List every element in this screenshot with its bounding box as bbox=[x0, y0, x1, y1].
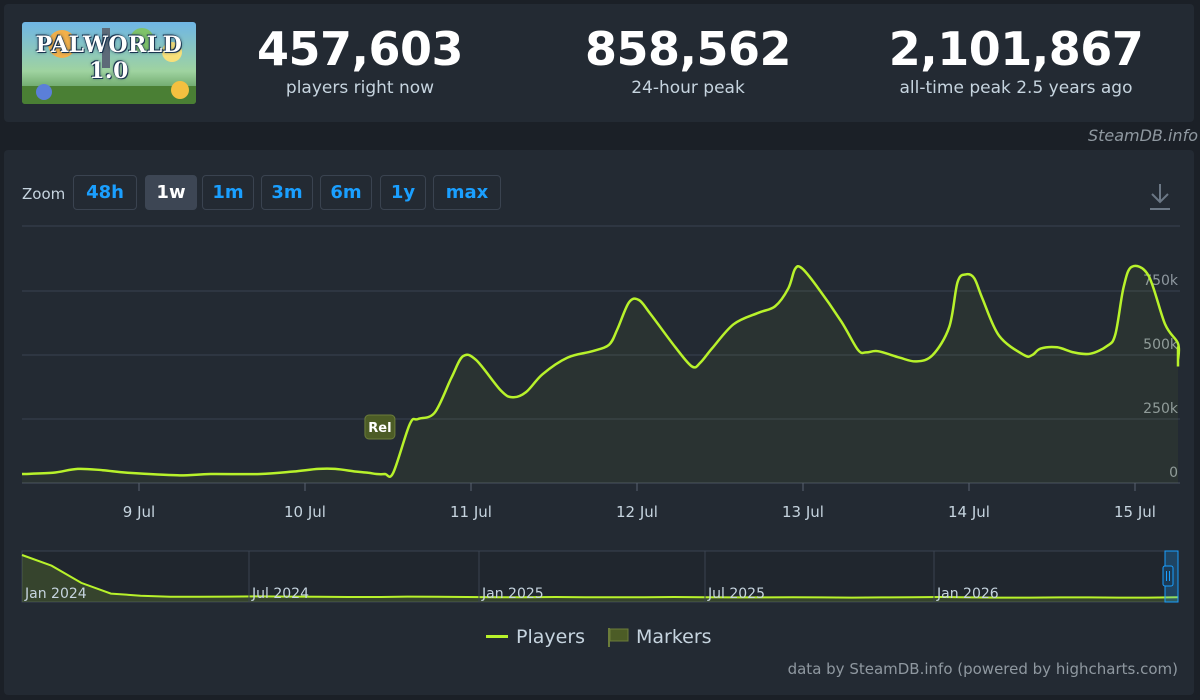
zoom-1y-button[interactable]: 1y bbox=[380, 175, 426, 210]
x-tick-label: 12 Jul bbox=[616, 503, 658, 521]
event-markers: Rel bbox=[364, 414, 396, 440]
current-players-label: players right now bbox=[285, 78, 435, 98]
zoom-3m-button[interactable]: 3m bbox=[261, 175, 313, 210]
download-icon[interactable] bbox=[1147, 182, 1173, 212]
logo-text: PALWORLD 1.0 bbox=[35, 32, 183, 84]
legend-players[interactable]: Players bbox=[486, 626, 585, 648]
flag-icon bbox=[608, 628, 629, 647]
daily-peak-stat: 858,562 24-hour peak bbox=[568, 22, 808, 100]
all-time-peak-label: all-time peak 2.5 years ago bbox=[899, 78, 1133, 98]
x-tick-label: 14 Jul bbox=[948, 503, 990, 521]
y-tick-label: 500k bbox=[1143, 337, 1179, 353]
x-tick-label: 9 Jul bbox=[123, 503, 155, 521]
x-tick-label: 10 Jul bbox=[284, 503, 326, 521]
zoom-1m-button[interactable]: 1m bbox=[202, 175, 254, 210]
navigator-label: Jul 2024 bbox=[251, 586, 309, 602]
players-legend-icon bbox=[486, 635, 508, 638]
data-credit[interactable]: data by SteamDB.info (powered by highcha… bbox=[787, 660, 1178, 678]
navigator-series-line bbox=[21, 554, 1179, 599]
legend-markers[interactable]: Markers bbox=[606, 626, 712, 648]
y-tick-label: 0 bbox=[1169, 465, 1178, 481]
zoom-label: Zoom bbox=[22, 185, 66, 203]
steamdb-credit[interactable]: SteamDB.info bbox=[1087, 126, 1198, 145]
zoom-48h-button[interactable]: 48h bbox=[73, 175, 137, 210]
x-tick-label: 15 Jul bbox=[1114, 503, 1156, 521]
daily-peak-label: 24-hour peak bbox=[631, 78, 745, 98]
navigator-label: Jan 2025 bbox=[481, 586, 544, 602]
navigator-handle-body bbox=[1162, 565, 1174, 587]
navigator-label: Jul 2025 bbox=[707, 586, 765, 602]
game-logo[interactable]: PALWORLD 1.0 bbox=[22, 22, 196, 104]
daily-peak-value: 858,562 bbox=[584, 22, 792, 76]
navigator-background bbox=[21, 550, 1179, 603]
players-series-line[interactable] bbox=[21, 264, 1181, 478]
chart-gridlines bbox=[22, 225, 1180, 484]
navigator-area bbox=[22, 555, 1178, 602]
zoom-1w-button[interactable]: 1w bbox=[145, 175, 197, 210]
game-art-icon bbox=[22, 22, 196, 104]
release-marker[interactable]: Rel bbox=[364, 414, 396, 440]
x-axis: 9 Jul 10 Jul 11 Jul 12 Jul 13 Jul 14 Jul 15 Ju… bbox=[123, 483, 1156, 521]
y-tick-label: 250k bbox=[1143, 401, 1179, 417]
x-tick-label: 11 Jul bbox=[450, 503, 492, 521]
all-time-peak-value: 2,101,867 bbox=[888, 22, 1144, 76]
navigator-label: Jan 2026 bbox=[936, 586, 999, 602]
current-players-value: 457,603 bbox=[256, 22, 464, 76]
zoom-6m-button[interactable]: 6m bbox=[320, 175, 372, 210]
zoom-max-button[interactable]: max bbox=[433, 175, 501, 210]
chart-panel bbox=[4, 150, 1194, 695]
navigator-handle-icon[interactable] bbox=[1162, 565, 1174, 587]
current-players-stat: 457,603 players right now bbox=[240, 22, 480, 100]
release-marker-flag bbox=[364, 414, 396, 440]
navigator[interactable]: Jan 2024 Jul 2024 Jan 2025 Jul 2025 Jan 2026 bbox=[21, 550, 1179, 603]
stats-header bbox=[4, 4, 1194, 122]
all-time-peak-stat: 2,101,867 all-time peak 2.5 years ago bbox=[876, 22, 1156, 100]
release-marker-label: Rel bbox=[368, 421, 391, 436]
players-area bbox=[22, 265, 1179, 483]
x-tick-label: 13 Jul bbox=[782, 503, 824, 521]
legend-markers-label: Markers bbox=[636, 626, 712, 648]
legend-players-label: Players bbox=[516, 626, 586, 648]
navigator-label: Jan 2024 bbox=[24, 586, 87, 602]
